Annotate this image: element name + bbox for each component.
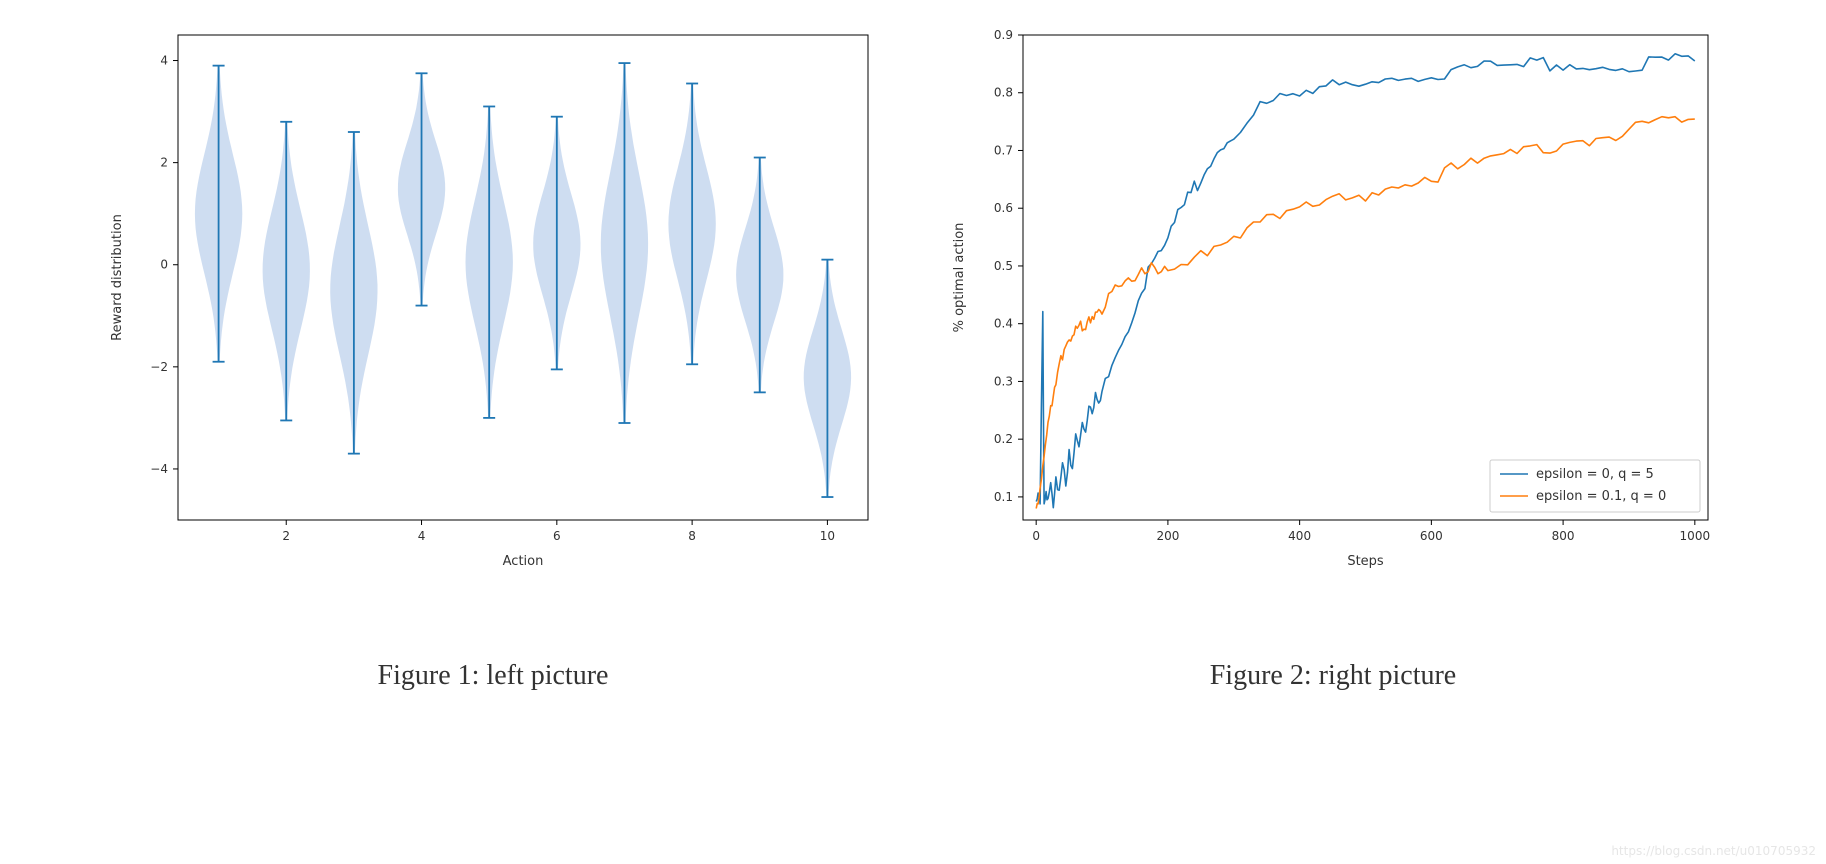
- svg-text:Steps: Steps: [1347, 554, 1384, 569]
- svg-text:6: 6: [553, 529, 561, 543]
- svg-text:0.7: 0.7: [994, 143, 1013, 157]
- svg-text:0.3: 0.3: [994, 374, 1013, 388]
- svg-text:0.1: 0.1: [994, 490, 1013, 504]
- svg-text:0: 0: [160, 258, 168, 272]
- svg-text:4: 4: [418, 529, 426, 543]
- violin-chart: −4 −2 0 2 4 2 4 6 8 10 Action Reward distribution: [103, 20, 883, 580]
- svg-text:0.6: 0.6: [994, 201, 1013, 215]
- svg-text:−4: −4: [150, 462, 168, 476]
- svg-text:200: 200: [1156, 529, 1179, 543]
- svg-text:0.4: 0.4: [994, 317, 1013, 331]
- svg-text:epsilon = 0.1, q = 0: epsilon = 0.1, q = 0: [1536, 489, 1666, 504]
- svg-text:4: 4: [160, 54, 168, 68]
- svg-text:2: 2: [160, 156, 168, 170]
- svg-text:8: 8: [688, 529, 696, 543]
- svg-text:2: 2: [282, 529, 290, 543]
- figure-row: −4 −2 0 2 4 2 4 6 8 10 Action Reward distribution F…: [20, 20, 1806, 692]
- svg-text:0.5: 0.5: [994, 259, 1013, 273]
- svg-text:0.9: 0.9: [994, 28, 1013, 42]
- svg-text:Reward distribution: Reward distribution: [110, 214, 125, 341]
- svg-text:% optimal action: % optimal action: [952, 223, 967, 333]
- svg-text:1000: 1000: [1680, 529, 1711, 543]
- svg-text:−2: −2: [150, 360, 168, 374]
- svg-text:10: 10: [820, 529, 835, 543]
- svg-text:0.2: 0.2: [994, 432, 1013, 446]
- svg-text:800: 800: [1552, 529, 1575, 543]
- caption-left: Figure 1: left picture: [378, 660, 609, 692]
- svg-text:Action: Action: [503, 554, 544, 569]
- left-panel: −4 −2 0 2 4 2 4 6 8 10 Action Reward distribution F…: [103, 20, 883, 692]
- caption-right: Figure 2: right picture: [1210, 660, 1457, 692]
- right-panel: 0.1 0.2 0.3 0.4 0.5 0.6 0.7 0.8 0.9 0 200 400 600 800…: [943, 20, 1723, 692]
- svg-text:0.8: 0.8: [994, 86, 1013, 100]
- svg-text:400: 400: [1288, 529, 1311, 543]
- svg-text:0: 0: [1032, 529, 1040, 543]
- watermark: https://blog.csdn.net/u010705932: [1611, 844, 1816, 858]
- line-chart: 0.1 0.2 0.3 0.4 0.5 0.6 0.7 0.8 0.9 0 200 400 600 800…: [943, 20, 1723, 580]
- svg-text:epsilon = 0, q = 5: epsilon = 0, q = 5: [1536, 467, 1654, 482]
- svg-text:600: 600: [1420, 529, 1443, 543]
